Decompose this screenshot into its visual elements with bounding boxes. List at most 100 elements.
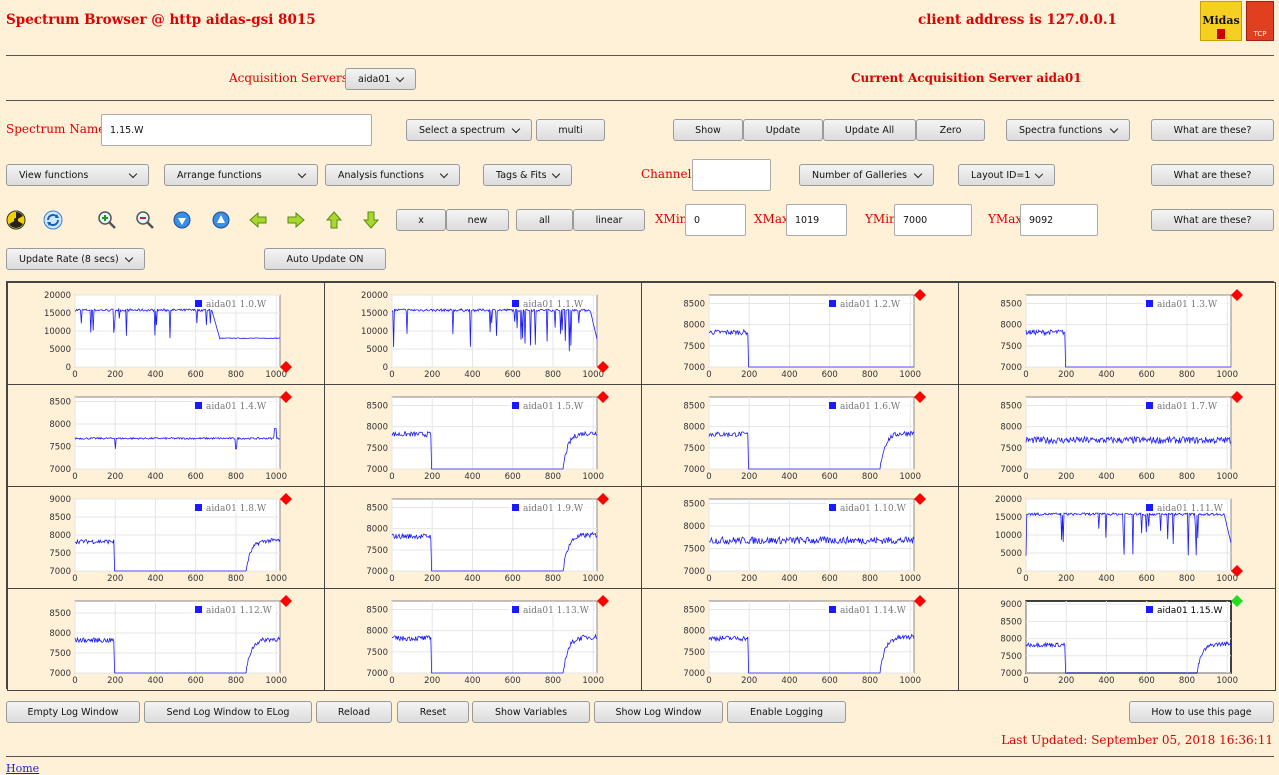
spectrum-cell[interactable]: 0 200 400 600 800 1000 7000 7500 8000 8500 aida01 … [324, 384, 642, 487]
spectrum-chart[interactable]: 0 200 400 600 800 100005000100001500020000aid… [8, 283, 323, 383]
spectrum-chart[interactable]: 0 200 400 600 800 1000 7000 7500 8000 8500 aida01 … [642, 589, 957, 689]
spectrum-chart[interactable]: 0 200 400 600 800 1000 7000 7500 8000 8500 aida01 … [959, 385, 1274, 485]
spectrum-chart[interactable]: 0 200 400 600 800 1000 7000 7500 8000 8500 aida01 … [8, 589, 323, 689]
zoom-in-icon[interactable] [97, 210, 117, 230]
expand-up-icon[interactable] [211, 210, 231, 230]
acquisition-server-select[interactable]: aida01 [345, 68, 416, 90]
spectrum-cell[interactable]: 0 200 400 600 800 1000 7000 7500 8000 8500 aida01 … [324, 588, 642, 691]
tags-fits-select[interactable]: Tags & Fits [483, 164, 572, 186]
series-line [392, 633, 598, 674]
y-tick-label: 20000 [44, 291, 71, 301]
show-button[interactable]: Show [673, 119, 743, 141]
ymin-input[interactable]: 7000 [894, 204, 972, 236]
how-to-use-button[interactable]: How to use this page [1129, 701, 1274, 723]
spectrum-cell[interactable]: 0 200 400 600 800 1000 0 5000 10000 15000 20000 aid… [958, 486, 1276, 589]
spectrum-chart[interactable]: 0 200 400 600 800 1000 7000 7500 8000 8500 aida01 … [959, 283, 1274, 383]
y-tick-label: 5000 [1000, 549, 1022, 559]
legend [192, 604, 276, 615]
spectrum-chart[interactable]: 0 200 400 600 800 100005000100001500020000aid… [325, 283, 640, 383]
x-tick-label: 1000 [265, 574, 287, 584]
spectrum-chart[interactable]: 0 200 400 600 800 100005000100001500020000aid… [959, 487, 1274, 587]
update-all-button[interactable]: Update All [823, 119, 916, 141]
radiation-icon[interactable] [6, 210, 26, 230]
spectrum-cell[interactable]: 0 200 400 600 800 1000 7000 7500 8000 8500 aida01 … [641, 588, 959, 691]
x-tick-label: 0 [706, 472, 711, 482]
x-tick-label: 200 [741, 370, 757, 380]
home-link[interactable]: Home [6, 762, 40, 775]
ymax-input[interactable]: 9092 [1020, 204, 1098, 236]
zero-button[interactable]: Zero [916, 119, 985, 141]
chevron-down-icon [395, 73, 405, 82]
update-button[interactable]: Update [743, 119, 823, 141]
y-tick-label: 15000 [361, 309, 388, 319]
spectrum-cell[interactable]: 0 200 400 600 800 1000 7000 7500 8000 8500 aida01 … [641, 282, 959, 385]
spectrum-cell[interactable]: 0 200 400 600 800 1000 0 5000 10000 15000 20000 aid… [324, 282, 642, 385]
legend [509, 604, 593, 615]
spectrum-chart[interactable]: 0 200 400 600 800 1000 7000 7500 8000 8500 aida01 … [325, 589, 640, 689]
channel-input[interactable] [692, 159, 771, 191]
spectrum-cell[interactable]: 0 200 400 600 800 1000 7000 7500 8000 8500 aida01 … [324, 486, 642, 589]
reset-button[interactable]: Reset [397, 701, 469, 723]
auto-update-button[interactable]: Auto Update ON [264, 248, 386, 270]
spectrum-cell[interactable]: 0 200 400 600 800 1000 7000 7500 8000 8500 aida01 … [958, 384, 1276, 487]
spectrum-cell[interactable]: 0 200 400 600 800 1000 7000 7500 8000 8500 9000 aid… [7, 486, 325, 589]
select-spectrum-select[interactable]: Select a spectrum [406, 119, 532, 141]
arrow-right-icon[interactable] [286, 210, 306, 230]
what-are-these-button-2[interactable]: What are these? [1151, 164, 1274, 186]
analysis-functions-select[interactable]: Analysis functions [325, 164, 460, 186]
spectrum-chart[interactable]: 0 200 400 600 800 1000 7000 7500 8000 8500 aida01 … [325, 487, 640, 587]
spectrum-chart[interactable]: 0 200 400 600 800 1000 7000 7500 8000 8500 aida01 … [325, 385, 640, 485]
spectrum-cell[interactable]: 0 200 400 600 800 1000 7000 7500 8000 8500 aida01 … [958, 282, 1276, 385]
reload-button[interactable]: Reload [316, 701, 392, 723]
number-of-galleries-select[interactable]: Number of Galleries [799, 164, 934, 186]
spectrum-chart[interactable]: 0 200 400 600 800 1000 7000 7500 8000 8500 aida01 … [8, 385, 323, 485]
y-tick-label: 8000 [683, 321, 705, 331]
spectra-functions-select[interactable]: Spectra functions [1006, 119, 1130, 141]
spectrum-chart[interactable]: 0 200 400 600 800 1000 7000 7500 8000 8500 aida01 … [642, 487, 957, 587]
empty-log-button[interactable]: Empty Log Window [6, 701, 140, 723]
layout-select[interactable]: Layout ID=1 [958, 164, 1055, 186]
arrange-functions-select[interactable]: Arrange functions [164, 164, 318, 186]
y-tick-label: 8500 [683, 605, 705, 615]
linear-button[interactable]: linear [573, 209, 645, 231]
x-button[interactable]: x [396, 209, 446, 231]
view-functions-label: View functions [19, 169, 89, 181]
arrow-left-icon[interactable] [248, 210, 268, 230]
all-button[interactable]: all [516, 209, 573, 231]
update-rate-select[interactable]: Update Rate (8 secs) [6, 248, 145, 270]
what-are-these-button-1[interactable]: What are these? [1151, 119, 1274, 141]
spectrum-name-input[interactable]: 1.15.W [101, 114, 372, 146]
what-are-these-button-3[interactable]: What are these? [1151, 209, 1274, 231]
show-log-button[interactable]: Show Log Window [594, 701, 723, 723]
y-tick-label: 7000 [366, 669, 388, 679]
arrow-up-icon[interactable] [324, 210, 344, 230]
y-tick-label: 8000 [1000, 423, 1022, 433]
arrow-down-icon[interactable] [361, 210, 381, 230]
new-button[interactable]: new [446, 209, 509, 231]
spectrum-chart[interactable]: 0 200 400 600 800 1000 7000 7500 8000 8500 aida01 … [642, 283, 957, 383]
send-log-button[interactable]: Send Log Window to ELog [144, 701, 312, 723]
refresh-icon[interactable] [43, 210, 63, 230]
spectrum-chart[interactable]: 0 200 400 600 800 1000 7000 7500 8000 8500 9000 aid… [8, 487, 323, 587]
spectrum-cell[interactable]: 0 200 400 600 800 1000 7000 7500 8000 8500 aida01 … [641, 486, 959, 589]
multi-button[interactable]: multi [536, 119, 605, 141]
spectrum-cell[interactable]: 0 200 400 600 800 1000 0 5000 10000 15000 20000 aid… [7, 282, 325, 385]
spectrum-cell[interactable]: 0 200 400 600 800 1000 7000 7500 8000 8500 aida01 … [7, 588, 325, 691]
legend [826, 502, 910, 513]
spectrum-chart[interactable]: 0 200 400 600 800 1000 7000 7500 8000 8500 aida01 … [642, 385, 957, 485]
expand-down-icon[interactable] [172, 210, 192, 230]
spectrum-cell[interactable]: 0 200 400 600 800 1000 7000 7500 8000 8500 aida01 … [641, 384, 959, 487]
xmin-input[interactable]: 0 [685, 204, 746, 236]
zoom-out-icon[interactable] [135, 210, 155, 230]
spectrum-cell[interactable]: 0 200 400 600 800 1000 7000 7500 8000 8500 9000 aid… [958, 588, 1276, 691]
show-variables-button[interactable]: Show Variables [472, 701, 590, 723]
enable-logging-button[interactable]: Enable Logging [727, 701, 846, 723]
view-functions-select[interactable]: View functions [6, 164, 149, 186]
spectrum-chart[interactable]: 0 200 400 600 800 1000 7000 7500 8000 8500 9000 aid… [959, 589, 1274, 689]
xmax-input[interactable]: 1019 [786, 204, 847, 236]
y-tick-label: 20000 [995, 495, 1022, 505]
spectrum-cell[interactable]: 0 200 400 600 800 1000 7000 7500 8000 8500 aida01 … [7, 384, 325, 487]
y-tick-label: 7500 [1000, 444, 1022, 454]
y-tick-label: 0 [383, 363, 388, 373]
x-tick-label: 800 [862, 472, 878, 482]
